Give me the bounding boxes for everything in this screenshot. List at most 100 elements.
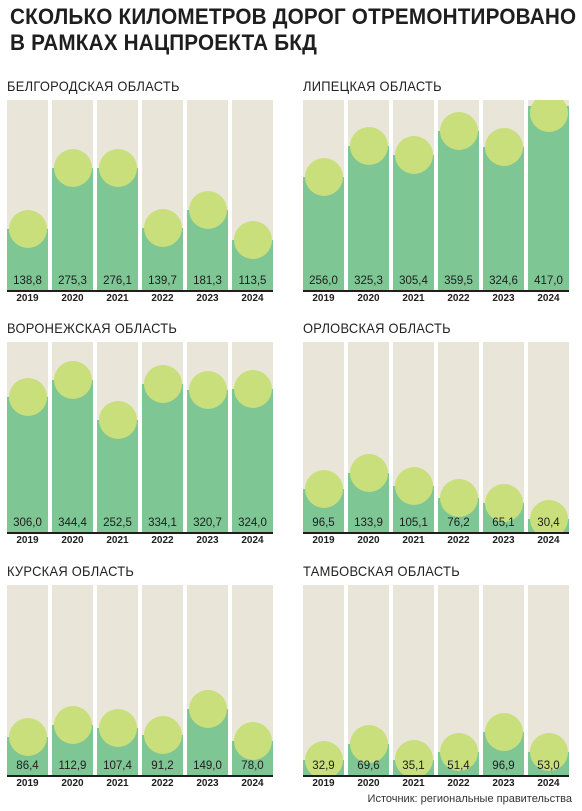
- x-tick-label: 2019: [312, 535, 335, 546]
- bar-column-background: 51,4: [438, 585, 479, 775]
- value-label: 324,0: [238, 517, 267, 529]
- value-label: 86,4: [16, 760, 39, 772]
- value-label: 334,1: [148, 517, 177, 529]
- bar-cap-circle: [484, 127, 523, 166]
- x-axis-line: [7, 532, 273, 534]
- bar-cap-circle: [98, 708, 137, 747]
- x-tick-label: 2023: [492, 293, 515, 304]
- value-label: 181,3: [193, 275, 222, 287]
- bar-cap-circle: [394, 466, 433, 505]
- x-tick-label: 2023: [196, 778, 219, 789]
- bar-column-background: 276,1: [97, 100, 138, 290]
- x-tick-label: 2020: [61, 293, 84, 304]
- bar-cap-circle: [53, 360, 92, 399]
- bar-column-background: 325,3: [348, 100, 389, 290]
- value-label: 51,4: [447, 760, 470, 772]
- bar-cap-circle: [529, 100, 568, 132]
- value-label: 69,6: [357, 760, 380, 772]
- value-label: 78,0: [241, 760, 264, 772]
- x-tick-label: 2020: [357, 535, 380, 546]
- x-axis-line: [303, 532, 569, 534]
- bar-column-background: 417,0: [528, 100, 569, 290]
- x-tick-label: 2024: [241, 535, 264, 546]
- value-label: 305,4: [399, 275, 428, 287]
- bar-column-background: 181,3: [187, 100, 228, 290]
- value-label: 76,2: [447, 517, 470, 529]
- x-tick-label: 2022: [151, 535, 174, 546]
- bar-cap-circle: [349, 127, 388, 166]
- bar-cap-circle: [529, 732, 568, 771]
- bar-column-background: 359,5: [438, 100, 479, 290]
- bar-cap-circle: [143, 365, 182, 404]
- x-tick-label: 2021: [402, 293, 425, 304]
- bar-column-background: 96,5: [303, 342, 344, 532]
- value-label: 306,0: [13, 517, 42, 529]
- x-tick-label: 2019: [16, 293, 39, 304]
- chart-title: СКОЛЬКО КИЛОМЕТРОВ ДОРОГ ОТРЕМОНТИРОВАНО…: [10, 4, 576, 56]
- bar-column-background: 344,4: [52, 342, 93, 532]
- bar: [483, 146, 524, 290]
- region-panel: ТАМБОВСКАЯ ОБЛАСТЬ 32,9 69,6 35,1 51,4 96,9 53…: [303, 563, 569, 793]
- value-label: 325,3: [354, 275, 383, 287]
- bar-column-background: 133,9: [348, 342, 389, 532]
- x-tick-label: 2024: [537, 778, 560, 789]
- value-label: 96,5: [312, 517, 335, 529]
- region-label: ТАМБОВСКАЯ ОБЛАСТЬ: [303, 563, 460, 579]
- bar: [393, 155, 434, 290]
- bar-cap-circle: [304, 157, 343, 196]
- bar-column-background: 32,9: [303, 585, 344, 775]
- bar: [187, 390, 228, 532]
- bar: [52, 168, 93, 290]
- bar-column-background: 86,4: [7, 585, 48, 775]
- region-label: ЛИПЕЦКАЯ ОБЛАСТЬ: [303, 78, 442, 94]
- value-label: 138,8: [13, 275, 42, 287]
- x-tick-label: 2024: [241, 778, 264, 789]
- region-label: ВОРОНЕЖСКАЯ ОБЛАСТЬ: [7, 320, 178, 336]
- value-label: 96,9: [492, 760, 515, 772]
- bar: [97, 420, 138, 532]
- value-label: 252,5: [103, 517, 132, 529]
- bar-column-background: 252,5: [97, 342, 138, 532]
- bar: [438, 131, 479, 290]
- bar-cap-circle: [304, 470, 343, 509]
- value-label: 149,0: [193, 760, 222, 772]
- x-tick-label: 2022: [151, 293, 174, 304]
- bar-column-background: 65,1: [483, 342, 524, 532]
- x-tick-label: 2023: [196, 535, 219, 546]
- bar-cap-circle: [349, 725, 388, 764]
- x-axis-line: [303, 775, 569, 777]
- bar: [142, 384, 183, 532]
- bar-cap-circle: [8, 717, 47, 756]
- bar-column-background: 76,2: [438, 342, 479, 532]
- x-tick-label: 2024: [537, 293, 560, 304]
- bar-column-background: 334,1: [142, 342, 183, 532]
- bar: [232, 388, 273, 532]
- bar-cap-circle: [439, 479, 478, 518]
- bar-column-background: 35,1: [393, 585, 434, 775]
- region-panel: ОРЛОВСКАЯ ОБЛАСТЬ 96,5 133,9 105,1 76,2 65,1 3…: [303, 320, 569, 550]
- x-tick-label: 2023: [196, 293, 219, 304]
- value-label: 91,2: [151, 760, 174, 772]
- value-label: 417,0: [534, 275, 563, 287]
- x-tick-label: 2022: [151, 778, 174, 789]
- value-label: 113,5: [238, 275, 267, 287]
- x-tick-label: 2021: [106, 778, 129, 789]
- bar-column-background: 105,1: [393, 342, 434, 532]
- x-tick-label: 2021: [402, 778, 425, 789]
- region-label: БЕЛГОРОДСКАЯ ОБЛАСТЬ: [7, 78, 180, 94]
- plot-area: 138,8 275,3 276,1 139,7 181,3 113,5: [7, 100, 273, 290]
- value-label: 324,6: [489, 275, 518, 287]
- x-tick-label: 2024: [241, 293, 264, 304]
- bar-cap-circle: [484, 484, 523, 523]
- bar-cap-circle: [98, 401, 137, 440]
- x-tick-label: 2021: [402, 535, 425, 546]
- value-label: 133,9: [354, 517, 383, 529]
- region-label: КУРСКАЯ ОБЛАСТЬ: [7, 563, 135, 579]
- x-tick-label: 2020: [61, 535, 84, 546]
- bar-column-background: 320,7: [187, 342, 228, 532]
- bar-cap-circle: [349, 453, 388, 492]
- value-label: 359,5: [444, 275, 473, 287]
- bar: [348, 146, 389, 290]
- x-tick-label: 2022: [447, 293, 470, 304]
- value-label: 276,1: [103, 275, 132, 287]
